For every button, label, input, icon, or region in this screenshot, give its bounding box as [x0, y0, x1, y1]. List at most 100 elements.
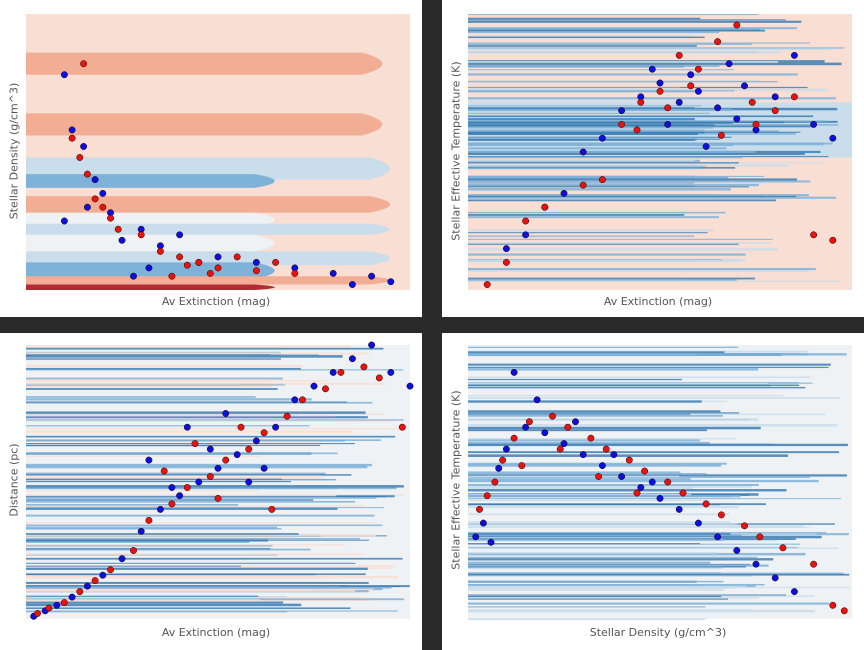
contour-line [26, 379, 276, 382]
contour-line [468, 242, 771, 244]
contour-line [26, 411, 366, 414]
contour-line [468, 97, 836, 100]
contour-line [26, 573, 366, 576]
scatter-point [502, 245, 510, 253]
contour-band [26, 196, 390, 213]
contour-line [468, 572, 844, 575]
scatter-point [183, 261, 191, 269]
contour-line [468, 504, 720, 506]
scatter-point [564, 423, 572, 431]
contour-line [468, 351, 725, 354]
scatter-point [733, 115, 741, 123]
contour-line [26, 352, 370, 355]
contour-line [26, 388, 278, 390]
contour-band [26, 52, 383, 75]
scatter-point [137, 527, 145, 535]
scatter-point [725, 60, 733, 68]
contour-line [468, 211, 726, 214]
scatter-point [53, 601, 61, 609]
contour-line [468, 139, 695, 141]
contour-band [26, 223, 390, 235]
contour-line [468, 14, 759, 16]
scatter-point [771, 107, 779, 115]
scatter-point [598, 134, 606, 142]
plot-area [468, 345, 852, 621]
contour-line [468, 122, 733, 124]
scatter-point [779, 544, 787, 552]
contour-line [468, 363, 831, 366]
scatter-point [176, 253, 184, 261]
scatter-point [790, 93, 798, 101]
scatter-point [717, 131, 725, 139]
scatter-point [598, 462, 606, 470]
contour-line [468, 115, 814, 118]
scatter-point [252, 258, 260, 266]
contour-line [468, 175, 765, 178]
subplot-bottom-left: Av Extinction (mag) Distance (pc) [0, 333, 422, 650]
contour-line [26, 581, 369, 584]
scatter-point [694, 87, 702, 95]
contour-line [468, 36, 705, 39]
contour-line [26, 607, 351, 610]
scatter-point [130, 272, 137, 280]
scatter-point [34, 610, 41, 617]
contour-line [468, 574, 753, 577]
scatter-point [829, 601, 837, 609]
contour-line [468, 378, 682, 381]
contour-line [468, 196, 836, 199]
contour-line [26, 507, 338, 510]
scatter-point [145, 264, 153, 272]
contour-line [468, 556, 758, 559]
scatter-point [625, 456, 633, 464]
scatter-point [191, 440, 199, 448]
contour-line [468, 194, 809, 197]
contour-line [26, 401, 373, 404]
contour-line [468, 62, 842, 66]
scatter-point [472, 533, 480, 541]
scatter-point [633, 126, 641, 134]
scatter-point [68, 134, 76, 142]
scatter-point [810, 120, 818, 128]
contour-band [26, 234, 275, 252]
contour-line [468, 499, 711, 502]
scatter-point [510, 434, 518, 442]
scatter-point [502, 258, 510, 266]
contour-line [26, 427, 406, 430]
scatter-point [83, 170, 91, 178]
scatter-point [91, 195, 99, 203]
contour-line [468, 214, 685, 216]
contour-line [468, 418, 759, 421]
scatter-point [602, 445, 610, 453]
contour-line [26, 524, 383, 527]
contour-line [468, 60, 779, 63]
scatter-point [80, 60, 88, 68]
scatter-point [741, 82, 748, 90]
contour-line [468, 147, 727, 150]
contour-line [468, 353, 798, 356]
scatter-point [368, 272, 376, 280]
contour-line [468, 366, 829, 369]
scatter-point [214, 264, 222, 272]
contour-line [468, 167, 701, 170]
scatter-point [641, 467, 649, 475]
contour-line [26, 559, 246, 561]
contour-line [468, 188, 731, 191]
contour-line [468, 49, 827, 51]
contour-line [26, 369, 404, 371]
contour-line [468, 20, 802, 23]
contour-line [26, 439, 382, 442]
scatter-point [348, 355, 356, 363]
contour-line [26, 466, 368, 469]
contour-line [468, 618, 706, 621]
x-axis-label: Av Extinction (mag) [161, 295, 271, 308]
contour-line [468, 441, 710, 445]
scatter-point [714, 533, 722, 541]
contour-line [468, 156, 829, 158]
contour-line [26, 599, 260, 602]
contour-line [468, 368, 759, 371]
contour-line [468, 384, 772, 387]
scatter-point [618, 120, 626, 128]
y-axis-label: Stellar Effective Temperature (K) [449, 61, 463, 241]
scatter-point [68, 593, 76, 601]
contour-line [468, 595, 722, 598]
